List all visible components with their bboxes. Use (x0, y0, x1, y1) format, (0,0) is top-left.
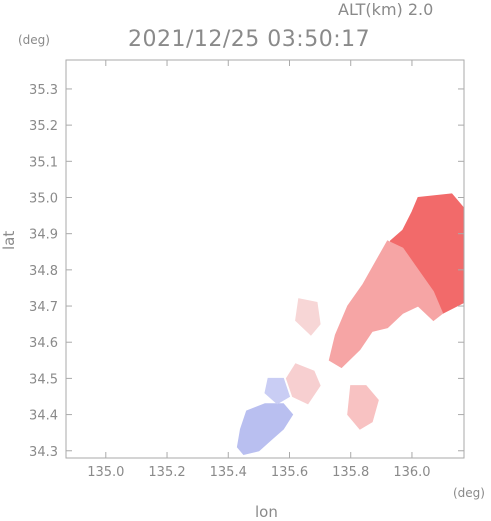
altitude-label: ALT(km) 2.0 (338, 0, 434, 19)
echo-region-sw-blue (236, 403, 294, 455)
echo-region-south-east (347, 385, 379, 430)
y-tick-label: 34.8 (29, 264, 58, 279)
x-tick-label: 135.4 (210, 465, 247, 480)
x-tick-label: 136.0 (393, 465, 430, 480)
y-tick-label: 35.3 (29, 83, 58, 98)
x-tick-label: 135.2 (148, 465, 185, 480)
y-tick-label: 34.3 (29, 445, 58, 460)
x-tick-label: 135.8 (332, 465, 369, 480)
y-tick-label: 34.9 (29, 228, 58, 243)
plot-frame (65, 59, 465, 459)
y-tick-label: 35.2 (29, 119, 58, 134)
x-tick-label: 135.6 (271, 465, 308, 480)
echo-region-sw-blue-upper (264, 377, 291, 405)
timestamp-title: 2021/12/25 03:50:17 (128, 27, 371, 52)
x-axis-unit: (deg) (453, 486, 485, 500)
y-tick-label: 35.0 (29, 191, 58, 206)
echo-region-central-band (328, 240, 444, 369)
x-axis-ticks: 135.0 135.2 135.4 135.6 135.8 136.0 (87, 60, 431, 480)
x-axis-label: lon (255, 503, 278, 521)
echo-region-north-patch (295, 298, 321, 336)
y-axis-unit: (deg) (18, 33, 50, 47)
echo-region-central-pink (285, 363, 321, 405)
y-tick-label: 34.7 (29, 300, 58, 315)
y-tick-label: 35.1 (29, 155, 58, 170)
y-tick-label: 34.6 (29, 336, 58, 351)
y-tick-label: 34.4 (29, 409, 58, 424)
echo-regions (236, 193, 465, 455)
y-axis-ticks: 34.3 34.4 34.5 34.6 34.7 34.8 34.9 35.0 35.1 35.2… (29, 83, 464, 460)
y-tick-label: 34.5 (29, 372, 58, 387)
x-tick-label: 135.0 (87, 465, 124, 480)
